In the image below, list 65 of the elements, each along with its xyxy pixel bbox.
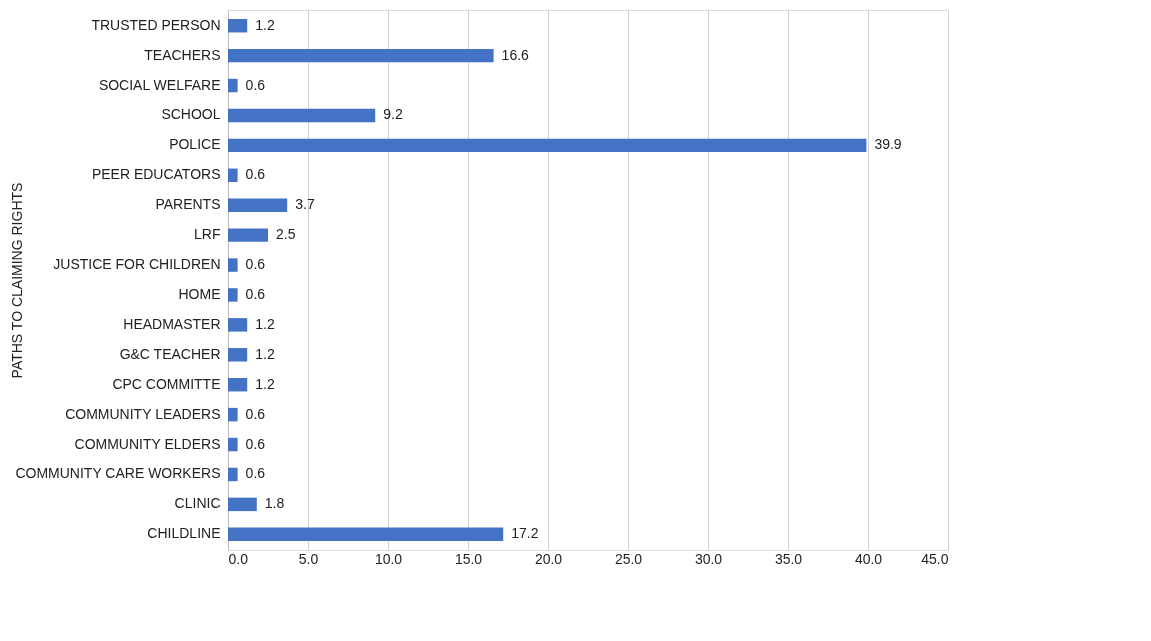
- bar: [228, 497, 257, 512]
- data-label: 1.2: [255, 375, 275, 392]
- y-tick-label: HEADMASTER: [123, 315, 221, 332]
- data-label: 0.6: [245, 166, 266, 183]
- bar: [228, 48, 494, 63]
- bar: [228, 437, 238, 452]
- y-tick-label: PARENTS: [155, 196, 221, 213]
- data-label: 1.2: [255, 16, 275, 33]
- bar: [228, 18, 248, 33]
- bar: [228, 467, 238, 482]
- bar: [228, 288, 238, 302]
- y-tick-label: PEER EDUCATORS: [91, 166, 221, 183]
- y-tick-label: G&C TEACHER: [119, 345, 221, 362]
- bar: [228, 228, 268, 242]
- y-tick-label: SOCIAL WELFARE: [98, 76, 221, 93]
- y-tick-label: CPC COMMITTE: [112, 375, 221, 392]
- data-label: 3.7: [295, 196, 315, 213]
- data-label: 0.6: [245, 285, 266, 302]
- x-tick-label: 45.0: [921, 550, 949, 567]
- y-tick-label: TEACHERS: [144, 46, 221, 63]
- data-label: 0.6: [245, 256, 266, 273]
- data-label: 0.6: [245, 405, 266, 422]
- bar: [228, 78, 238, 93]
- bar: [228, 198, 288, 212]
- bar: [228, 258, 238, 272]
- x-tick-label: 5.0: [298, 550, 319, 567]
- x-tick-label: 10.0: [374, 550, 403, 567]
- data-label: 0.6: [245, 76, 266, 93]
- data-label: 2.5: [276, 226, 296, 243]
- y-tick-label: COMMUNITY ELDERS: [74, 435, 221, 452]
- data-label: 0.6: [245, 465, 266, 482]
- x-tick-label: 40.0: [854, 550, 883, 567]
- bar: [228, 138, 867, 153]
- data-label: 39.9: [874, 136, 902, 153]
- x-tick-label: 20.0: [534, 550, 563, 567]
- bar: [228, 407, 238, 422]
- y-tick-label: COMMUNITY CARE WORKERS: [15, 465, 221, 482]
- data-label: 17.2: [511, 525, 539, 542]
- data-label: 1.2: [255, 345, 275, 362]
- x-tick-label: 15.0: [454, 550, 483, 567]
- y-tick-label: HOME: [178, 285, 221, 302]
- data-label: 16.6: [501, 46, 530, 63]
- y-tick-label: SCHOOL: [161, 106, 221, 123]
- x-tick-label: 25.0: [614, 550, 643, 567]
- data-label: 1.8: [264, 495, 285, 512]
- x-tick-label: 35.0: [774, 550, 803, 567]
- bar: [228, 377, 248, 392]
- x-tick-label: 30.0: [694, 550, 723, 567]
- x-tick-label: 0.0: [228, 550, 249, 567]
- bar: [228, 318, 248, 332]
- y-tick-label: CLINIC: [174, 495, 221, 512]
- y-tick-label: POLICE: [169, 136, 221, 153]
- y-tick-label: COMMUNITY LEADERS: [65, 405, 221, 422]
- bar: [228, 348, 248, 362]
- y-axis-title: PATHS TO CLAIMING RIGHTS: [8, 182, 25, 379]
- y-tick-label: JUSTICE FOR CHILDREN: [53, 256, 221, 273]
- y-tick-label: TRUSTED PERSON: [91, 16, 221, 33]
- y-tick-label: LRF: [194, 226, 221, 243]
- data-label: 9.2: [383, 106, 403, 123]
- bar: [228, 168, 238, 183]
- data-label: 0.6: [245, 435, 266, 452]
- bar: [228, 108, 376, 123]
- data-label: 1.2: [255, 315, 275, 332]
- bar: [228, 527, 504, 542]
- y-tick-label: CHILDLINE: [147, 525, 221, 542]
